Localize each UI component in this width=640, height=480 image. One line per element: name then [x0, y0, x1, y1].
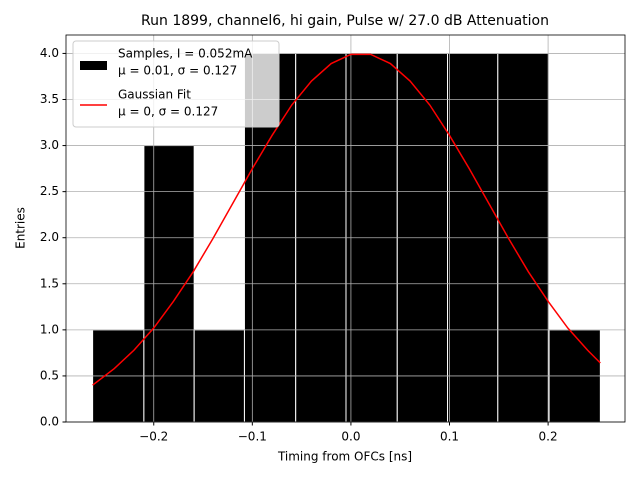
- legend-label: μ = 0, σ = 0.127: [118, 105, 218, 119]
- y-tick-label: 3.0: [40, 138, 59, 152]
- x-tick-label: −0.2: [139, 430, 168, 444]
- legend-patch: [80, 61, 107, 70]
- y-tick-label: 0.0: [40, 415, 59, 429]
- x-tick-label: −0.1: [238, 430, 267, 444]
- legend-label: Samples, I = 0.052mA: [118, 47, 253, 61]
- x-tick-label: 0.1: [440, 430, 459, 444]
- y-tick-label: 2.0: [40, 230, 59, 244]
- y-tick-label: 2.5: [40, 184, 59, 198]
- y-tick-label: 3.5: [40, 92, 59, 106]
- x-axis-label: Timing from OFCs [ns]: [277, 450, 412, 464]
- y-tick-label: 1.0: [40, 322, 59, 336]
- y-tick-label: 4.0: [40, 46, 59, 60]
- x-tick-label: 0.2: [539, 430, 558, 444]
- y-tick-label: 1.5: [40, 276, 59, 290]
- chart-title: Run 1899, channel6, hi gain, Pulse w/ 27…: [141, 13, 549, 29]
- y-axis-label: Entries: [14, 207, 28, 249]
- fit-line: [92, 53, 601, 386]
- y-tick-label: 0.5: [40, 368, 59, 382]
- legend-label: Gaussian Fit: [118, 88, 191, 102]
- legend-label: μ = 0.01, σ = 0.127: [118, 64, 237, 78]
- x-tick-label: 0.0: [341, 430, 360, 444]
- legend-box: [72, 40, 280, 128]
- plot-frame: [65, 34, 626, 423]
